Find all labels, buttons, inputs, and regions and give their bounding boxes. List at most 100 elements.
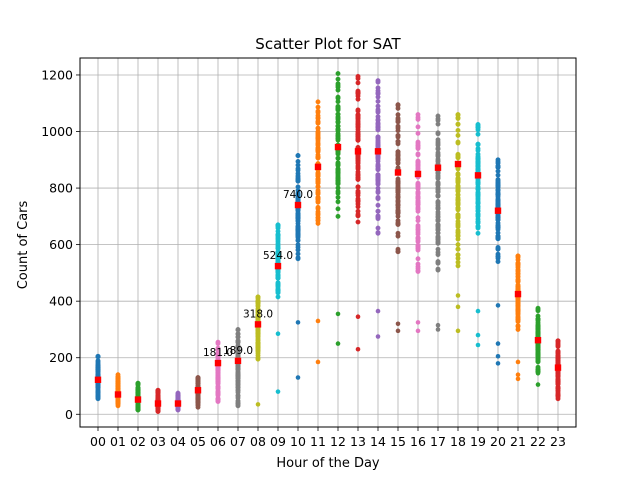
x-axis: 00 01 02 03 04 05 06 07 08 09 10 11 12 13 14 15 16 17 18 19…	[90, 427, 566, 449]
data-point	[275, 275, 281, 281]
data-point	[415, 200, 421, 206]
data-point	[335, 136, 341, 142]
data-point	[535, 370, 541, 376]
data-point	[475, 204, 481, 210]
x-tick-label: 12	[330, 434, 346, 449]
data-point	[375, 208, 381, 214]
data-point	[435, 130, 441, 136]
x-tick-label: 22	[530, 434, 546, 449]
data-point	[515, 285, 521, 291]
mean-marker	[514, 290, 522, 298]
chart-title: Scatter Plot for SAT	[255, 35, 401, 53]
data-point	[415, 116, 421, 122]
data-point	[535, 308, 541, 314]
mean-marker	[134, 396, 142, 403]
data-point	[475, 159, 481, 164]
data-point	[375, 225, 381, 231]
data-point	[315, 147, 321, 153]
y-tick-label: 1200	[41, 67, 73, 82]
x-tick-label: 00	[90, 434, 106, 449]
data-point	[355, 113, 361, 119]
mean-annotation: 524.0	[263, 250, 293, 262]
data-point	[95, 390, 101, 396]
data-point	[555, 353, 561, 359]
data-point	[475, 214, 481, 220]
y-tick-label: 400	[49, 294, 73, 309]
data-point	[355, 107, 361, 113]
data-point	[315, 177, 321, 183]
data-point	[495, 163, 501, 169]
data-point	[95, 395, 101, 401]
data-point	[395, 230, 401, 236]
data-point	[495, 236, 501, 242]
data-point	[515, 376, 521, 382]
data-point	[515, 308, 521, 314]
mean-marker	[94, 376, 102, 383]
data-point	[495, 244, 501, 250]
data-point	[455, 187, 461, 193]
x-tick-label: 14	[370, 434, 386, 449]
data-point	[495, 341, 501, 346]
data-point	[335, 206, 341, 212]
data-point	[535, 323, 541, 329]
data-point	[435, 206, 441, 212]
y-axis: 0 200 400 600 800 1000 1200	[41, 67, 80, 422]
data-point	[215, 351, 221, 357]
data-point	[395, 246, 401, 252]
data-point	[515, 323, 521, 329]
data-point	[355, 129, 361, 135]
data-point	[315, 138, 321, 144]
data-point	[375, 156, 381, 162]
data-point	[435, 322, 441, 328]
x-tick-label: 19	[470, 434, 486, 449]
data-point	[255, 310, 261, 316]
data-point	[115, 383, 121, 389]
mean-marker	[174, 400, 182, 407]
mean-marker	[434, 164, 442, 171]
data-point	[275, 280, 281, 286]
data-point	[355, 160, 361, 166]
plot-frame	[79, 57, 577, 428]
data-point	[435, 170, 441, 176]
data-point	[475, 223, 481, 229]
data-point	[335, 81, 341, 87]
data-point	[375, 230, 381, 235]
data-point	[235, 366, 241, 372]
data-point	[355, 137, 361, 143]
data-point	[455, 115, 461, 121]
data-point	[495, 354, 501, 359]
data-point	[415, 182, 421, 188]
data-point	[555, 378, 561, 384]
mean-annotation: 318.0	[243, 308, 273, 320]
mean-marker	[494, 207, 502, 214]
mean-marker	[294, 201, 302, 209]
mean-marker	[454, 160, 462, 168]
data-point	[435, 327, 441, 332]
data-point	[275, 224, 281, 229]
data-point	[295, 194, 301, 199]
data-point	[435, 145, 441, 151]
mean-marker	[554, 364, 562, 371]
data-point	[515, 260, 521, 266]
data-point	[315, 196, 321, 202]
data-point	[475, 141, 481, 147]
data-point	[355, 314, 361, 320]
mean-marker	[534, 336, 542, 344]
mean-marker	[334, 143, 342, 151]
y-tick-label: 600	[49, 237, 73, 252]
x-tick-label: 13	[350, 434, 366, 449]
mean-marker	[194, 387, 202, 394]
data-point	[435, 236, 441, 242]
x-tick-label: 16	[410, 434, 426, 449]
data-point	[115, 377, 121, 383]
data-point	[295, 232, 301, 238]
data-point	[355, 80, 361, 86]
data-point	[255, 402, 261, 407]
data-point	[415, 256, 421, 262]
y-tick-label: 0	[65, 407, 73, 422]
data-point	[395, 221, 401, 227]
x-tick-label: 18	[450, 434, 466, 449]
data-point	[155, 389, 161, 395]
data-point	[335, 213, 341, 219]
